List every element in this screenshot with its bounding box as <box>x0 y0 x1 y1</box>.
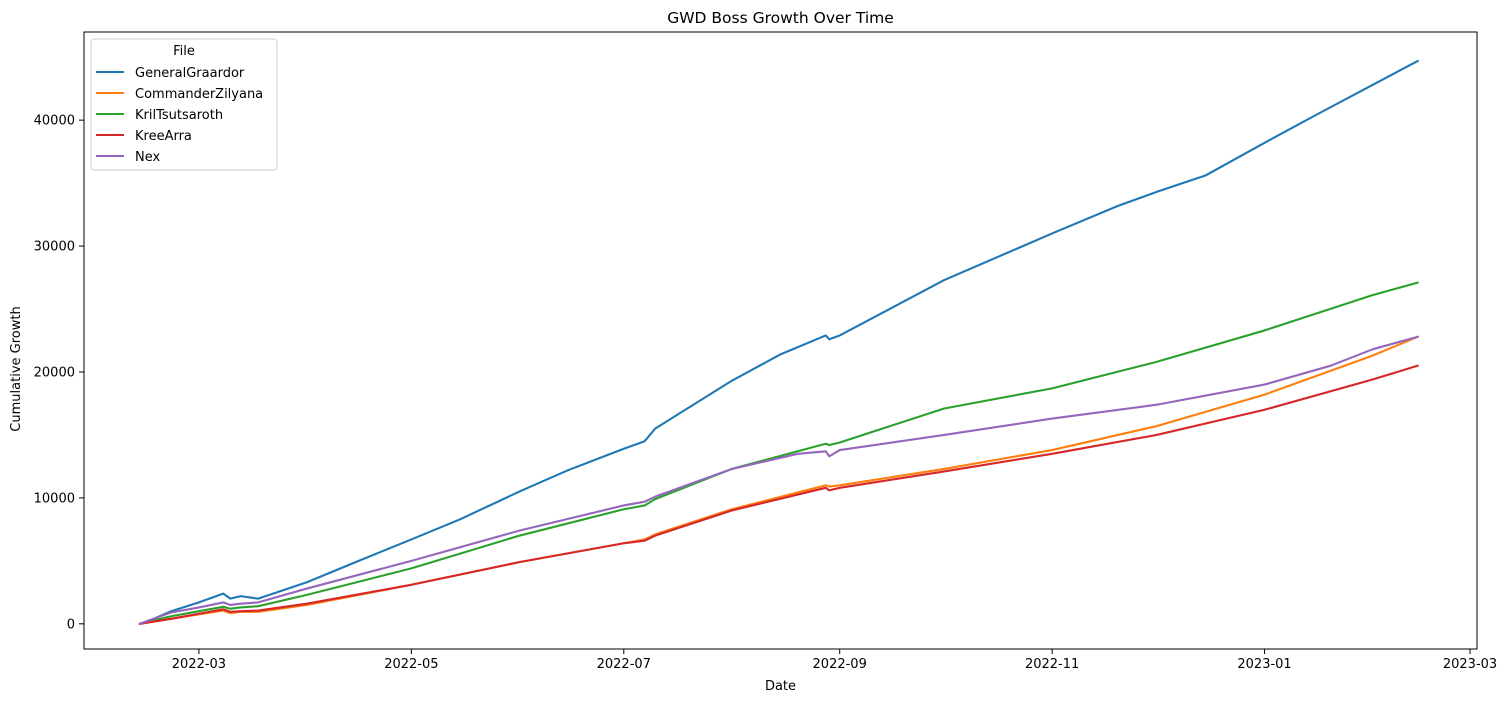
series-line-kreearra <box>138 364 1419 625</box>
x-tick-label: 2022-05 <box>384 657 438 672</box>
legend-label-kreearra: KreeArra <box>135 129 192 144</box>
legend: File GeneralGraardor CommanderZilyana KrilT… <box>90 38 278 171</box>
y-axis-label: Cumulative Growth <box>9 306 24 431</box>
y-tick-label: 20000 <box>34 365 75 380</box>
x-tick-label: 2022-11 <box>1025 657 1079 672</box>
legend-label-nex: Nex <box>135 150 160 165</box>
legend-label-commanderzilyana: CommanderZilyana <box>135 87 263 102</box>
legend-title: File <box>173 44 195 59</box>
legend-box <box>90 38 278 171</box>
legend-label-kriltsutsaroth: KrilTsutsaroth <box>135 108 223 123</box>
series-line-kriltsutsaroth <box>138 281 1419 625</box>
series-line-commanderzilyana <box>138 335 1419 625</box>
x-tick-label: 2022-09 <box>813 657 867 672</box>
legend-label-generalgraardor: GeneralGraardor <box>135 66 245 81</box>
x-axis-label: Date <box>765 679 796 694</box>
series-line-generalgraardor <box>138 59 1419 625</box>
y-tick-label: 30000 <box>34 240 75 255</box>
x-tick-label: 2022-03 <box>172 657 226 672</box>
series-line-nex <box>138 335 1419 625</box>
y-tick-label: 40000 <box>34 114 75 129</box>
x-tick-label: 2023-03 <box>1443 657 1497 672</box>
plot-area: 2022-03 2022-05 2022-07 2022-09 2022-11 2023-… <box>34 31 1497 672</box>
x-tick-label: 2022-07 <box>597 657 651 672</box>
chart-title: GWD Boss Growth Over Time <box>667 9 894 27</box>
y-tick-label: 10000 <box>34 491 75 506</box>
y-tick-label: 0 <box>67 617 75 632</box>
x-tick-label: 2023-01 <box>1237 657 1291 672</box>
plot-frame <box>83 31 1478 650</box>
